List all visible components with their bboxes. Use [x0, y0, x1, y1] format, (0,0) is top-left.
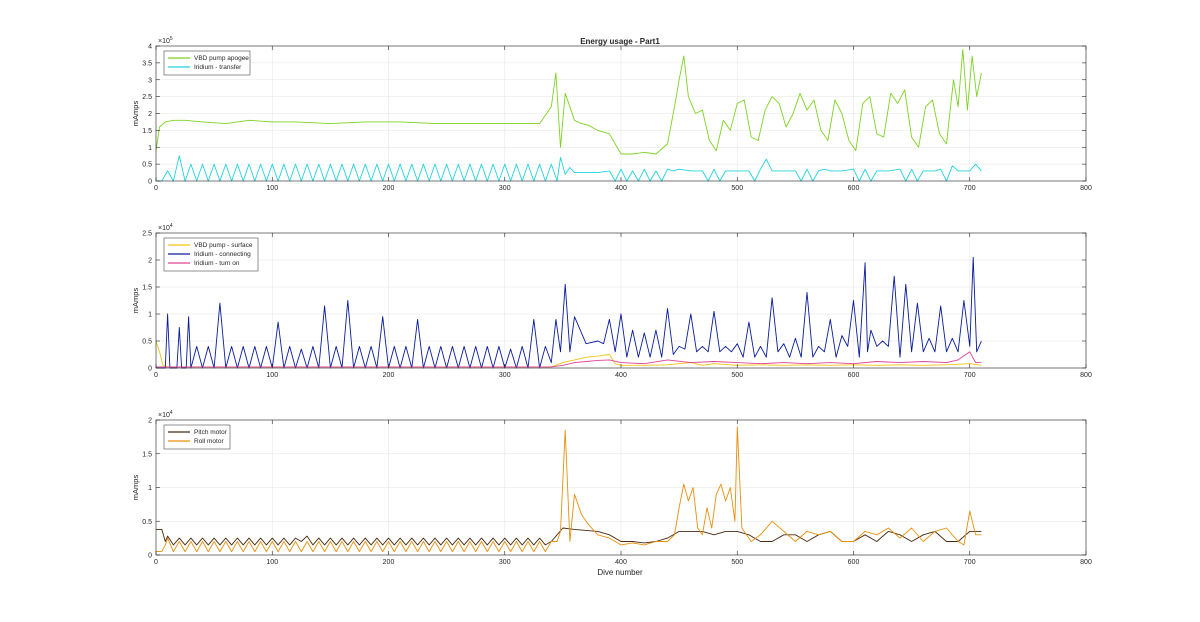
- chart-legend: VBD pump apogee Iridium - transfer: [163, 50, 251, 76]
- x-tick-label: 500: [731, 185, 743, 192]
- y-tick-label: 2.5: [142, 231, 152, 238]
- y-tick-label: 0.5: [142, 162, 152, 169]
- y-exponent-label: ×104: [158, 410, 173, 419]
- y-axis-label: mAmps: [131, 475, 140, 501]
- y-tick-label: 3.5: [142, 60, 152, 67]
- x-tick-label: 500: [731, 559, 743, 566]
- y-tick-label: 0.5: [142, 519, 152, 526]
- x-tick-label: 0: [154, 372, 158, 379]
- y-tick-label: 1.5: [142, 451, 152, 458]
- legend-label: VBD pump apogee: [194, 55, 249, 62]
- series-line-1: [156, 527, 982, 546]
- chart-panel-2: 0 100 200 300 400 500 600 700 800 0 0.5 1 1.5 2 2.5 ×10…: [131, 223, 1092, 379]
- x-tick-label: 200: [383, 185, 395, 192]
- x-tick-label: 600: [848, 372, 860, 379]
- x-tick-label: 700: [964, 185, 976, 192]
- legend-label: Iridium - transfer: [194, 64, 242, 71]
- axes-layer: 0 100 200 300 400 500 600 700 80000.511.522.533.…: [131, 36, 1092, 566]
- y-exponent-power: 4: [170, 410, 173, 416]
- y-tick-label: 1: [148, 485, 152, 492]
- y-axis-label: mAmps: [131, 101, 140, 127]
- y-tick-label: 3: [148, 77, 152, 84]
- y-tick-label: 0: [148, 553, 152, 560]
- y-exponent-base: ×10: [158, 412, 170, 419]
- x-tick-label: 100: [266, 372, 278, 379]
- y-tick-label: 2: [148, 258, 152, 265]
- x-tick-label: 400: [615, 185, 627, 192]
- x-tick-label: 300: [499, 372, 511, 379]
- y-tick-label: 0: [148, 366, 152, 373]
- figure-title: Energy usage - Part1: [580, 37, 660, 46]
- y-exponent-label: ×105: [158, 36, 173, 45]
- series-line-2: [156, 256, 982, 369]
- x-tick-label: 400: [615, 372, 627, 379]
- legend-label: Iridium - turn on: [194, 260, 240, 267]
- y-tick-label: 2: [148, 418, 152, 425]
- x-tick-label: 700: [964, 372, 976, 379]
- x-tick-label: 0: [154, 185, 158, 192]
- x-tick-label: 200: [383, 559, 395, 566]
- x-tick-label: 700: [964, 559, 976, 566]
- legend-label: Pitch motor: [194, 429, 228, 436]
- x-tick-label: 200: [383, 372, 395, 379]
- y-tick-label: 0: [148, 179, 152, 186]
- y-tick-label: 1: [148, 145, 152, 152]
- y-tick-label: 4: [148, 44, 152, 51]
- legend-label: Roll motor: [194, 438, 224, 445]
- y-exponent-label: ×104: [158, 223, 173, 232]
- chart-legend: Pitch motor Roll motor: [163, 424, 231, 450]
- y-tick-label: 1: [148, 312, 152, 319]
- series-line-3: [156, 351, 982, 368]
- x-tick-label: 600: [848, 559, 860, 566]
- series-line-2: [156, 426, 982, 553]
- y-tick-label: 0.5: [142, 339, 152, 346]
- y-axis-label: mAmps: [131, 288, 140, 314]
- x-axis-label: Dive number: [597, 568, 643, 577]
- legend-box: [163, 50, 251, 76]
- x-tick-label: 800: [1080, 372, 1092, 379]
- x-tick-label: 800: [1080, 185, 1092, 192]
- x-tick-label: 0: [154, 559, 158, 566]
- y-tick-label: 1.5: [142, 128, 152, 135]
- x-tick-label: 300: [499, 185, 511, 192]
- y-exponent-base: ×10: [158, 38, 170, 45]
- x-tick-label: 500: [731, 372, 743, 379]
- series-line-1: [155, 48, 982, 155]
- y-exponent-base: ×10: [158, 225, 170, 232]
- x-tick-label: 800: [1080, 559, 1092, 566]
- y-tick-label: 1.5: [142, 285, 152, 292]
- legend-label: Iridium - connecting: [194, 251, 251, 258]
- legend-box: [163, 424, 231, 450]
- x-tick-label: 100: [266, 559, 278, 566]
- y-tick-label: 2.5: [142, 94, 152, 101]
- chart-legend: VBD pump - surface Iridium - connecting Ir…: [163, 237, 259, 272]
- x-tick-label: 300: [499, 559, 511, 566]
- x-tick-label: 600: [848, 185, 860, 192]
- y-exponent-power: 4: [170, 223, 173, 229]
- legend-label: VBD pump - surface: [194, 242, 253, 249]
- y-exponent-power: 5: [170, 36, 173, 42]
- chart-panel-3: 0 100 200 300 400 500 600 700 800 0 0.5 1 1.5 2 ×104 mA…: [131, 410, 1092, 566]
- x-tick-label: 400: [615, 559, 627, 566]
- series-line-2: [156, 155, 982, 182]
- y-tick-label: 2: [148, 111, 152, 118]
- x-tick-label: 100: [266, 185, 278, 192]
- chart-panel-1: 0 100 200 300 400 500 600 700 800 0 0.5 1 1.5 2 2.5 3 3.…: [131, 36, 1092, 192]
